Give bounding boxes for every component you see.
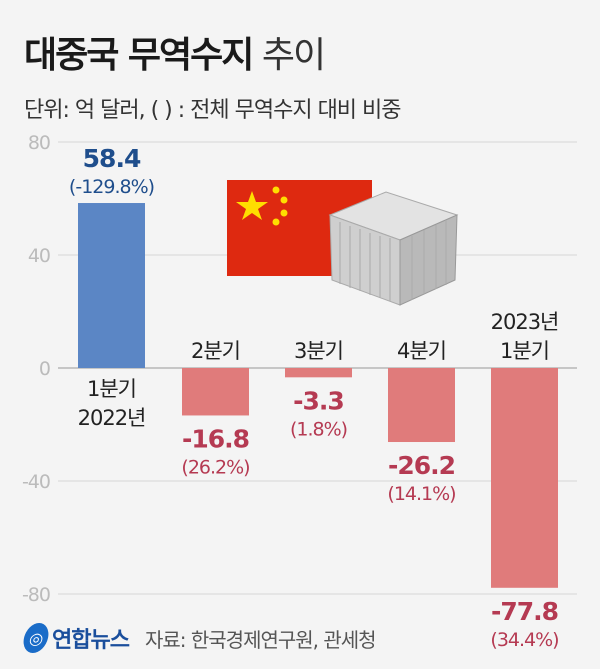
category-label: 1분기 [500,339,549,363]
title-suffix: 추이 [261,35,326,76]
y-tick-label: -80 [22,584,50,606]
labels: 58.4 (-129.8%) 1분기 2022년 -16.8 (26.2%) 2분기 -3.3… [69,144,560,651]
category-label: 2분기 [191,339,240,363]
yonhap-logo-icon: ◎ [20,623,52,653]
share-label: (34.4%) [490,629,558,651]
bar [78,203,145,368]
value-label: -3.3 [293,386,344,415]
chart-subtitle: 단위: 억 달러, ( ) : 전체 무역수지 대비 비중 [24,98,402,123]
bar [182,368,249,416]
category-label: 2022년 [78,406,146,430]
bar [491,368,558,588]
value-label: -77.8 [491,597,558,626]
share-label: (-129.8%) [69,176,154,198]
logo-text: 연합뉴스 [52,628,130,653]
value-label: 58.4 [83,144,141,173]
category-label: 1분기 [87,377,136,401]
bar [388,368,455,443]
footer: ◎ 연합뉴스 자료: 한국경제연구원, 관세청 [20,622,377,654]
value-label: -26.2 [388,451,455,480]
y-tick-label: 40 [28,245,50,267]
y-tick-label: 80 [28,132,50,154]
share-label: (26.2%) [181,456,249,478]
yonhap-logo: ◎ 연합뉴스 [20,622,130,654]
category-label: 4분기 [397,339,446,363]
category-label: 3분기 [294,339,343,363]
chart-title: 대중국 무역수지 추이 [24,26,326,78]
value-label: -16.8 [182,424,249,453]
category-label: 2023년 [491,310,559,334]
y-tick-label: 0 [39,358,50,380]
share-label: (1.8%) [290,418,347,440]
source-note: 자료: 한국경제연구원, 관세청 [144,627,377,652]
china-flag-container-illustration [227,180,459,306]
title-main: 대중국 무역수지 [24,35,254,76]
y-tick-label: -40 [22,471,50,493]
share-label: (14.1%) [387,483,455,505]
shipping-container-icon [328,191,459,306]
gridlines: 80 40 0 -40 -80 [22,132,577,606]
bars [78,203,558,588]
bar [285,368,352,378]
